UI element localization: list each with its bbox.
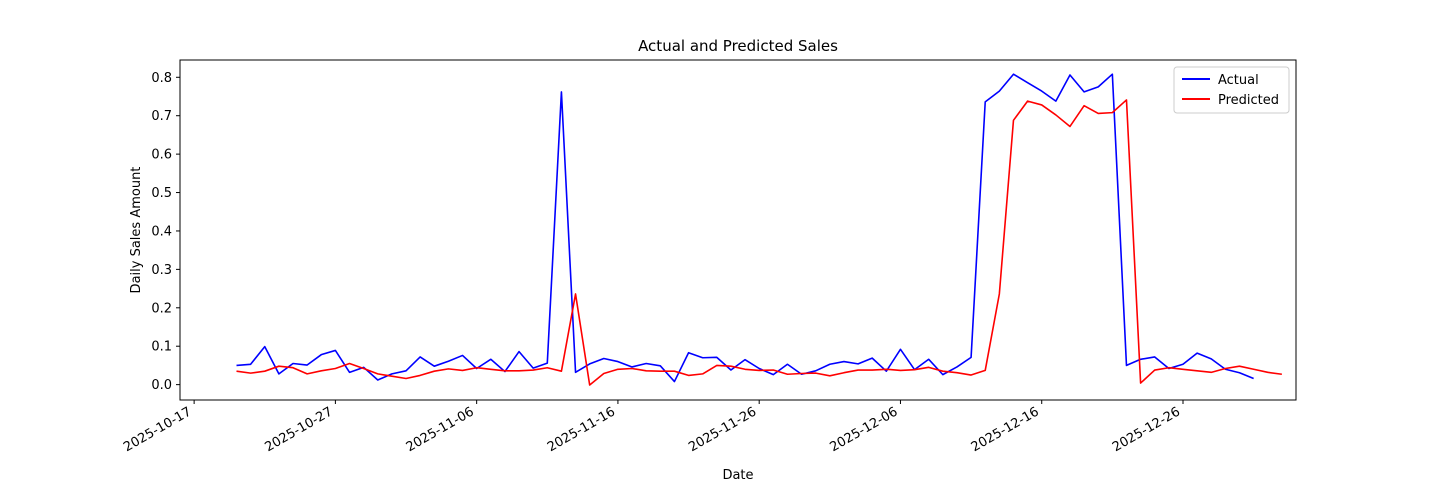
y-tick-label: 0.0 bbox=[151, 378, 172, 393]
y-tick-label: 0.1 bbox=[151, 340, 172, 355]
y-axis-label: Daily Sales Amount bbox=[129, 167, 144, 294]
y-tick-label: 0.4 bbox=[151, 224, 172, 239]
y-tick-label: 0.6 bbox=[151, 148, 172, 163]
legend: Actual Predicted bbox=[1173, 66, 1290, 114]
plot-area bbox=[236, 73, 1282, 386]
plot-frame bbox=[179, 59, 1297, 401]
chart-title: Actual and Predicted Sales bbox=[638, 37, 838, 55]
y-tick-label: 0.5 bbox=[151, 186, 172, 201]
series-line-predicted bbox=[236, 99, 1282, 386]
legend-label-actual: Actual bbox=[1218, 73, 1259, 88]
x-axis-label: Date bbox=[722, 468, 753, 483]
y-tick-label: 0.3 bbox=[151, 263, 172, 278]
legend-label-predicted: Predicted bbox=[1218, 93, 1279, 108]
y-tick-label: 0.8 bbox=[151, 71, 172, 86]
series-line-actual bbox=[236, 73, 1254, 383]
y-axis: 0.0 0.1 0.2 0.3 0.4 0.5 0.6 0.7 0.8 bbox=[151, 71, 180, 393]
y-tick-label: 0.2 bbox=[151, 301, 172, 316]
y-tick-label: 0.7 bbox=[151, 109, 172, 124]
